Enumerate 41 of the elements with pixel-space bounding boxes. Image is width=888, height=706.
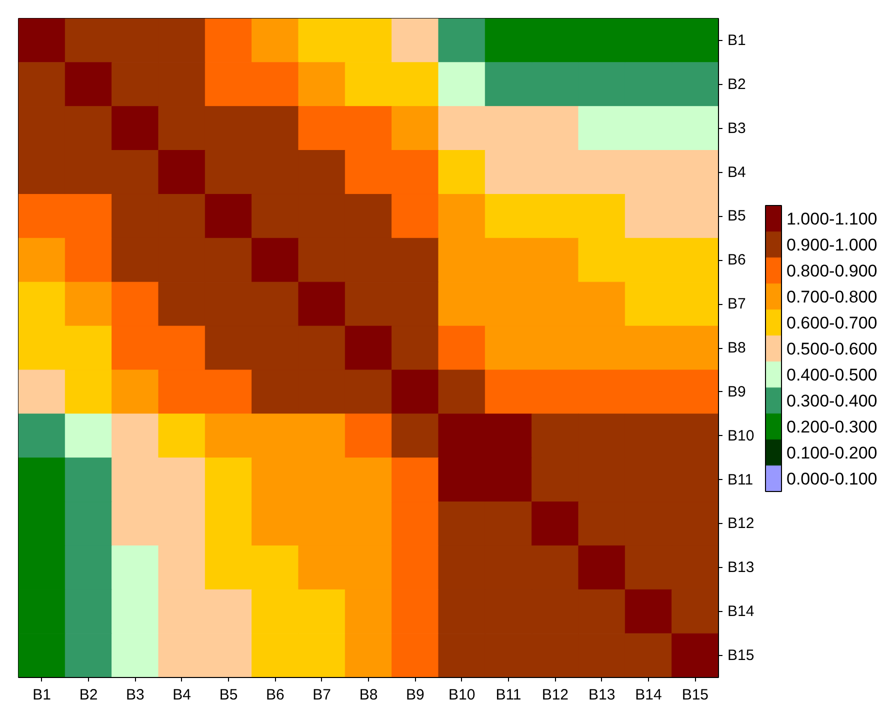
- x-tick-label: B8: [359, 686, 378, 704]
- y-tick-label: B11: [728, 471, 754, 488]
- y-tick-label: B10: [728, 427, 754, 444]
- color-bar-label: 0.800-0.900: [786, 262, 878, 280]
- y-tick-label: B2: [728, 76, 746, 93]
- color-bar-label: 0.000-0.100: [786, 470, 878, 488]
- color-bar-label: 0.600-0.700: [786, 314, 878, 332]
- y-tick-label: B9: [728, 383, 746, 400]
- x-tick-label: B1: [32, 686, 52, 704]
- color-bar-label: 0.700-0.800: [786, 288, 878, 306]
- color-bar-label: 0.900-1.000: [786, 236, 878, 254]
- x-tick-label: B3: [126, 686, 144, 704]
- x-tick-label: B13: [588, 686, 616, 704]
- x-tick-label: B4: [172, 686, 192, 704]
- y-tick-label: B13: [728, 559, 754, 576]
- x-tick-label: B9: [406, 686, 424, 704]
- color-bar-label: 0.400-0.500: [786, 366, 878, 384]
- x-tick-label: B2: [79, 686, 98, 704]
- x-tick-label: B15: [682, 686, 709, 704]
- x-tick-label: B11: [496, 686, 522, 704]
- y-tick-label: B6: [728, 252, 746, 269]
- x-tick-label: B7: [312, 686, 332, 704]
- y-tick-label: B7: [728, 296, 746, 313]
- x-tick-label: B6: [266, 686, 284, 704]
- y-tick-label: B15: [728, 647, 754, 664]
- x-tick-label: B12: [542, 686, 569, 704]
- x-tick-label: B5: [219, 686, 238, 704]
- y-tick-label: B14: [728, 603, 754, 620]
- y-tick-label: B1: [728, 32, 746, 49]
- color-bar-label: 0.200-0.300: [786, 418, 878, 436]
- y-tick-label: B12: [728, 515, 754, 532]
- y-tick-label: B8: [728, 340, 746, 356]
- color-bar-label: 0.100-0.200: [786, 444, 878, 462]
- color-bar-label: 1.000-1.100: [786, 210, 878, 228]
- y-tick-label: B3: [728, 120, 746, 137]
- x-tick-label: B10: [448, 686, 476, 704]
- y-tick-label: B4: [728, 164, 746, 181]
- color-bar-label: 0.500-0.600: [786, 340, 878, 358]
- y-tick-label: B5: [728, 208, 746, 225]
- color-bar-label: 0.300-0.400: [786, 392, 878, 410]
- x-tick-label: B14: [635, 686, 662, 704]
